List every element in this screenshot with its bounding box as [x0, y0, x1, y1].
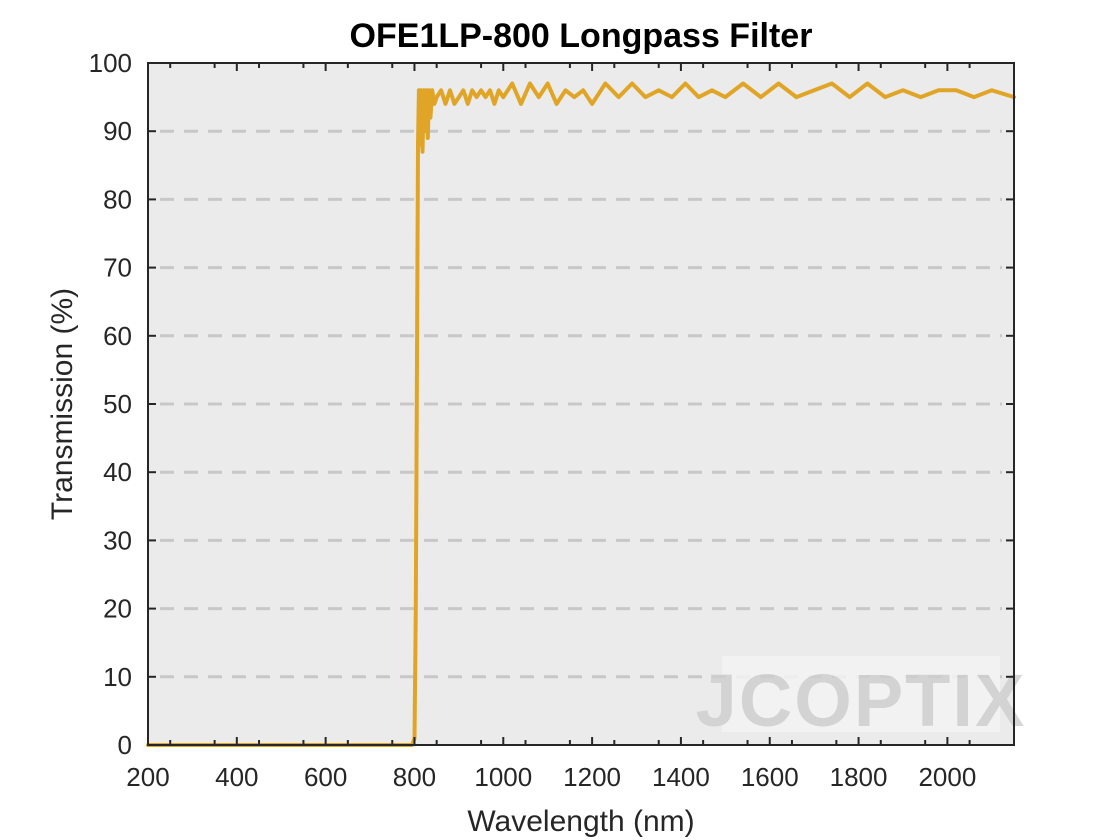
- x-tick-label: 1400: [652, 762, 710, 792]
- gridlines: [160, 129, 1002, 679]
- x-axis-label: Wavelength (nm): [467, 805, 694, 838]
- x-tick-label: 2000: [918, 762, 976, 792]
- y-tick-label: 0: [118, 730, 132, 760]
- y-tick-label: 40: [103, 457, 132, 487]
- chart-title: OFE1LP-800 Longpass Filter: [350, 17, 813, 55]
- y-tick-label: 70: [103, 253, 132, 283]
- x-tick-label: 1000: [474, 762, 532, 792]
- y-tick-label: 30: [103, 525, 132, 555]
- x-tick-label: 1600: [741, 762, 799, 792]
- y-tick-label: 90: [103, 116, 132, 146]
- x-tick-label: 200: [126, 762, 169, 792]
- y-tick-label: 10: [103, 662, 132, 692]
- watermark-text: JCOPTIX: [696, 659, 1027, 742]
- x-tick-label: 400: [215, 762, 258, 792]
- x-tick-label: 1200: [563, 762, 621, 792]
- y-tick-label: 20: [103, 594, 132, 624]
- series-layer: [146, 81, 1016, 747]
- axis-ticks: 0 10 20 30 40 50 60 70 80 90 100 200 400 600 800 1000 12…: [89, 48, 1014, 792]
- y-tick-label: 100: [89, 48, 132, 78]
- x-tick-label: 600: [304, 762, 347, 792]
- y-tick-label: 80: [103, 184, 132, 214]
- series-line-0: [146, 81, 1016, 747]
- x-tick-label: 800: [393, 762, 436, 792]
- watermark-logo: JCOPTIX: [696, 656, 1027, 742]
- y-tick-label: 60: [103, 321, 132, 351]
- y-tick-label: 50: [103, 389, 132, 419]
- y-axis-label: Transmission (%): [46, 288, 79, 520]
- x-tick-label: 1800: [830, 762, 888, 792]
